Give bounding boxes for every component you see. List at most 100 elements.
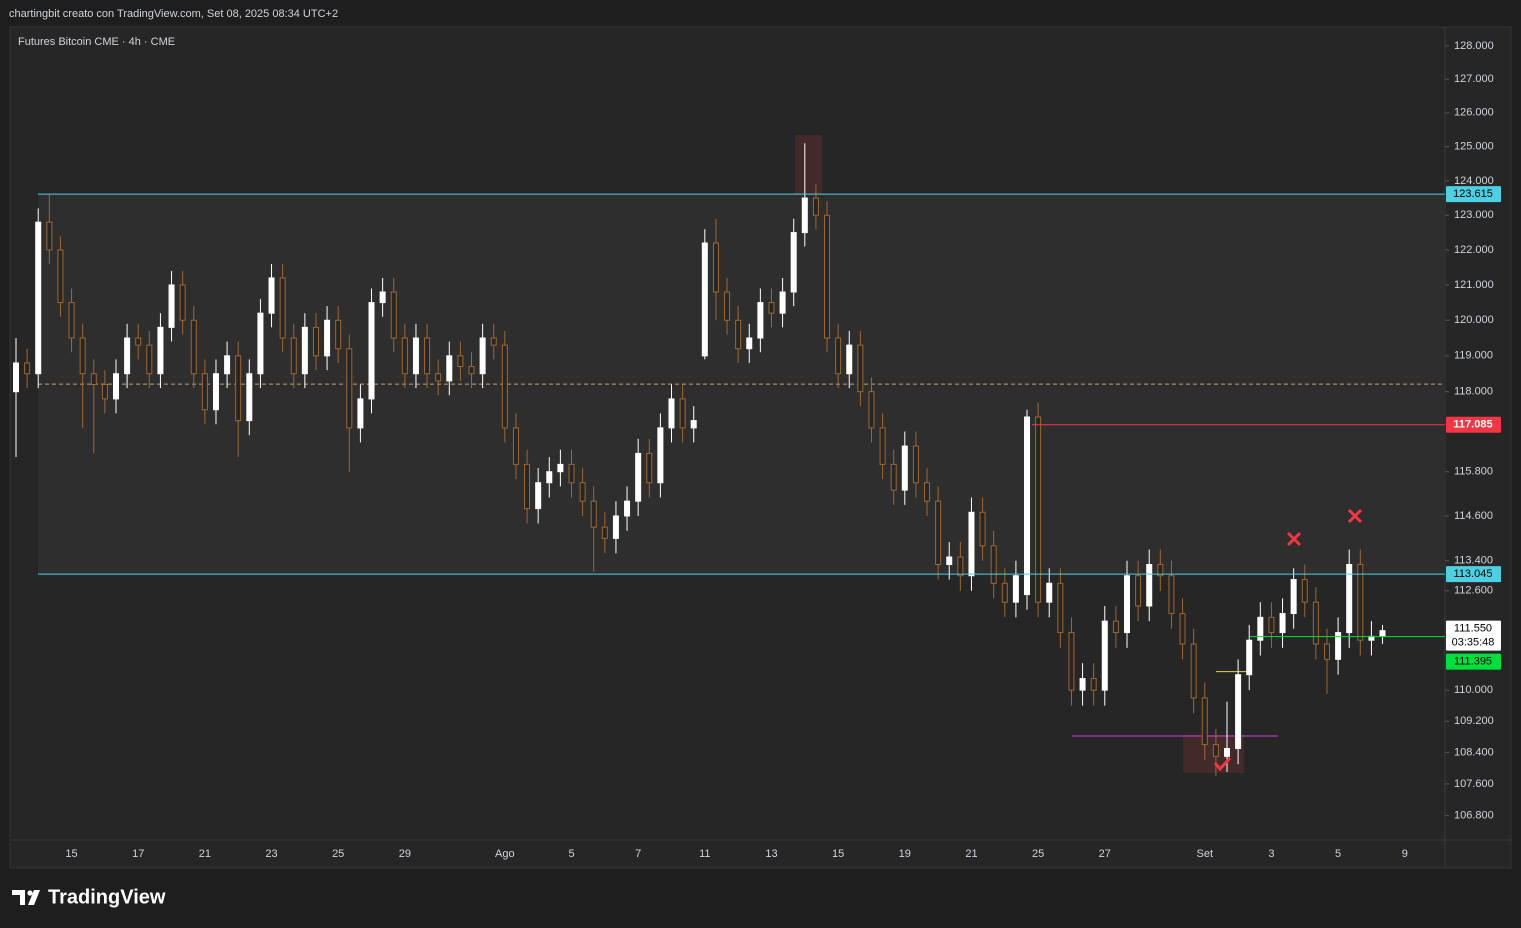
candle-body [168,284,175,328]
x-tick-label: 23 [265,848,277,860]
candle-body [1223,748,1230,757]
candle-body [1146,563,1153,607]
cross-marker [1286,508,1363,547]
x-tick-label: 21 [199,848,211,860]
y-tick-label: 128.000 [1454,40,1494,52]
candle-body [824,214,831,339]
candle-body [1235,674,1242,750]
candle-body [690,420,697,429]
candle-body [390,291,397,339]
candle-body [579,482,586,502]
y-tick-label: 110.000 [1454,684,1493,696]
candle-body [235,355,242,422]
y-tick-label: 124.000 [1454,175,1494,187]
price-label-box [1446,416,1501,433]
price-label-box [1446,620,1501,651]
candle-body [457,355,464,368]
candle-body [335,319,342,350]
y-tick-label: 106.800 [1454,810,1494,822]
x-tick-label: 5 [568,848,574,860]
candle-body [624,500,631,517]
price-label: 111.395 [1454,655,1492,667]
candle-body [1323,643,1330,660]
candle-body [1335,632,1342,660]
candle-body [768,302,775,314]
x-tick-label: 15 [65,848,77,860]
candle-body [1035,416,1042,603]
candle-body [1379,630,1386,637]
x-tick-label: 25 [332,848,344,860]
countdown-label: 03:35:48 [1452,637,1495,649]
candle-body [646,452,653,484]
candle-body [1312,601,1319,645]
x-tick-label: 19 [899,848,911,860]
candle-body [1157,563,1164,577]
candle-body [68,302,75,339]
candle-body [246,373,253,422]
candle-body [135,337,142,346]
y-tick-label: 123.000 [1454,209,1494,221]
candle-body [1246,639,1253,676]
candle-body [746,337,753,350]
candle-body [701,242,708,357]
candle-body [1168,575,1175,615]
candle-body [124,337,131,375]
x-tick-label: 9 [1402,848,1408,860]
y-tick-label: 118.000 [1454,386,1493,398]
y-tick-label: 114.600 [1454,510,1493,522]
y-tick-label: 108.400 [1454,746,1494,758]
candle-body [1268,616,1275,634]
candle-body [346,348,353,429]
candle-body [757,302,764,339]
highlight-box [795,135,822,195]
price-label: 117.085 [1453,419,1492,431]
candle-body [290,337,297,375]
y-tick-label: 109.200 [1454,715,1494,727]
candle-body [846,344,853,375]
candle-body [324,319,331,357]
y-tick-label: 115.800 [1454,466,1493,478]
candle-body [568,463,575,484]
x-tick-label: 11 [699,848,710,860]
candle-body [1201,697,1208,746]
check-marker [1213,756,1232,772]
x-tick-label: 21 [965,848,977,860]
candle-body [779,291,786,314]
y-tick-label: 107.600 [1454,778,1494,790]
y-tick-label: 120.000 [1454,314,1494,326]
x-tick-label: Set [1197,848,1214,860]
y-tick-label: 127.000 [1454,73,1494,85]
candle-body [1046,582,1053,603]
mark-layer: 128.000 127.000 126.000 125.000 124.000 123.0… [13,40,1501,860]
candle-body [557,463,564,473]
candle-body [946,556,953,565]
candle-body [1179,613,1186,645]
candle-body [412,337,419,375]
candle-body [912,445,919,484]
candle-body [935,500,942,565]
candle-body [901,445,908,491]
candle-body [601,526,608,539]
x-tick-label: Ago [495,848,515,860]
candle-body [657,427,664,484]
price-label-box [1446,653,1501,670]
y-tick-label: 113.400 [1454,555,1493,567]
candle-body [712,242,719,293]
candle-body [35,221,42,375]
candle-body [57,249,64,304]
candle-body [79,337,86,375]
candle-body [446,355,453,382]
candle-body [224,355,231,375]
candle-body [1346,563,1353,634]
candle-body [868,391,875,429]
candle-body [1057,582,1064,634]
candle-body [312,326,319,357]
price-label: 113.045 [1454,568,1493,580]
x-tick-label: 17 [132,848,144,860]
candle-body [24,362,31,375]
candle-body [1124,575,1130,634]
y-tick-label: 126.000 [1454,107,1494,119]
candle-body [612,515,619,539]
